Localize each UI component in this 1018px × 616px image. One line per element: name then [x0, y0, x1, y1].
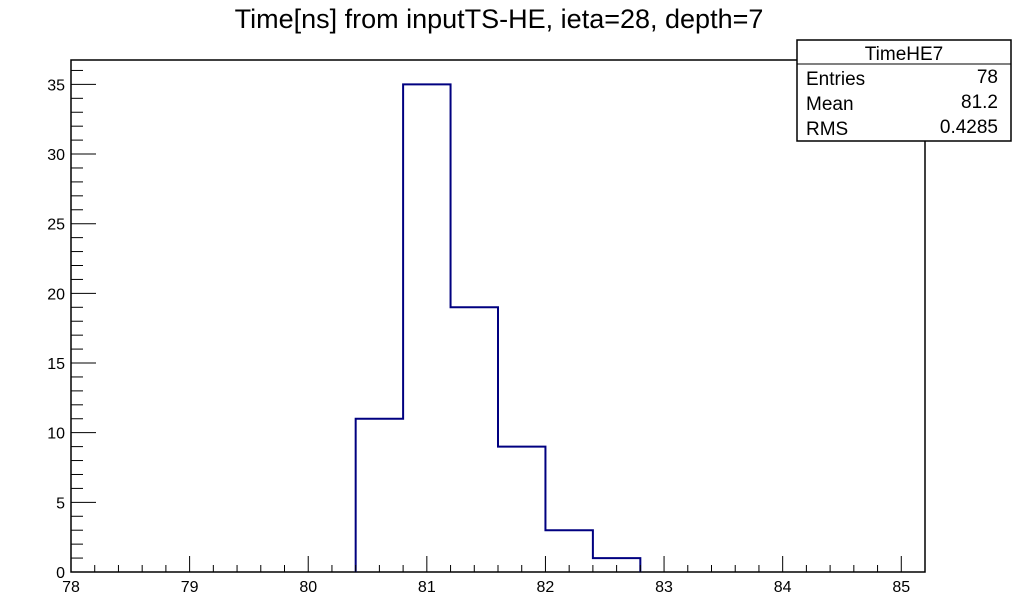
x-tick-label: 83 — [655, 579, 673, 596]
stats-rms-value: 0.4285 — [940, 117, 998, 138]
x-tick-label: 78 — [62, 579, 80, 596]
y-tick-label: 0 — [56, 565, 65, 582]
stats-rms-label: RMS — [806, 119, 848, 140]
histogram-bin — [403, 84, 450, 572]
y-tick-label: 15 — [47, 356, 65, 373]
stats-box-border — [796, 39, 1012, 142]
y-tick-label: 30 — [47, 147, 65, 164]
stats-entries-value: 78 — [977, 67, 998, 88]
histogram-bin — [356, 419, 403, 572]
x-tick-label: 80 — [299, 579, 317, 596]
x-tick-label: 84 — [774, 579, 792, 596]
x-tick-label: 85 — [892, 579, 910, 596]
y-tick-label: 10 — [47, 426, 65, 443]
x-tick-label: 82 — [537, 579, 555, 596]
histogram-bin — [498, 447, 545, 572]
chart-title: Time[ns] from inputTS-HE, ieta=28, depth… — [235, 4, 764, 34]
stats-mean-value: 81.2 — [961, 92, 998, 113]
y-tick-label: 35 — [47, 77, 65, 94]
stats-mean-label: Mean — [806, 94, 854, 115]
y-tick-label: 25 — [47, 217, 65, 234]
histogram-outline — [354, 83, 642, 572]
y-tick-label: 20 — [47, 286, 65, 303]
stats-box: TimeHE7 Entries 78 Mean 81.2 RMS 0.4285 — [796, 39, 1012, 142]
histogram-bin — [451, 307, 498, 572]
x-tick-label: 81 — [418, 579, 436, 596]
stats-entries-label: Entries — [806, 69, 865, 90]
y-tick-label: 5 — [56, 495, 65, 512]
stats-box-name: TimeHE7 — [865, 44, 943, 65]
x-tick-label: 79 — [181, 579, 199, 596]
